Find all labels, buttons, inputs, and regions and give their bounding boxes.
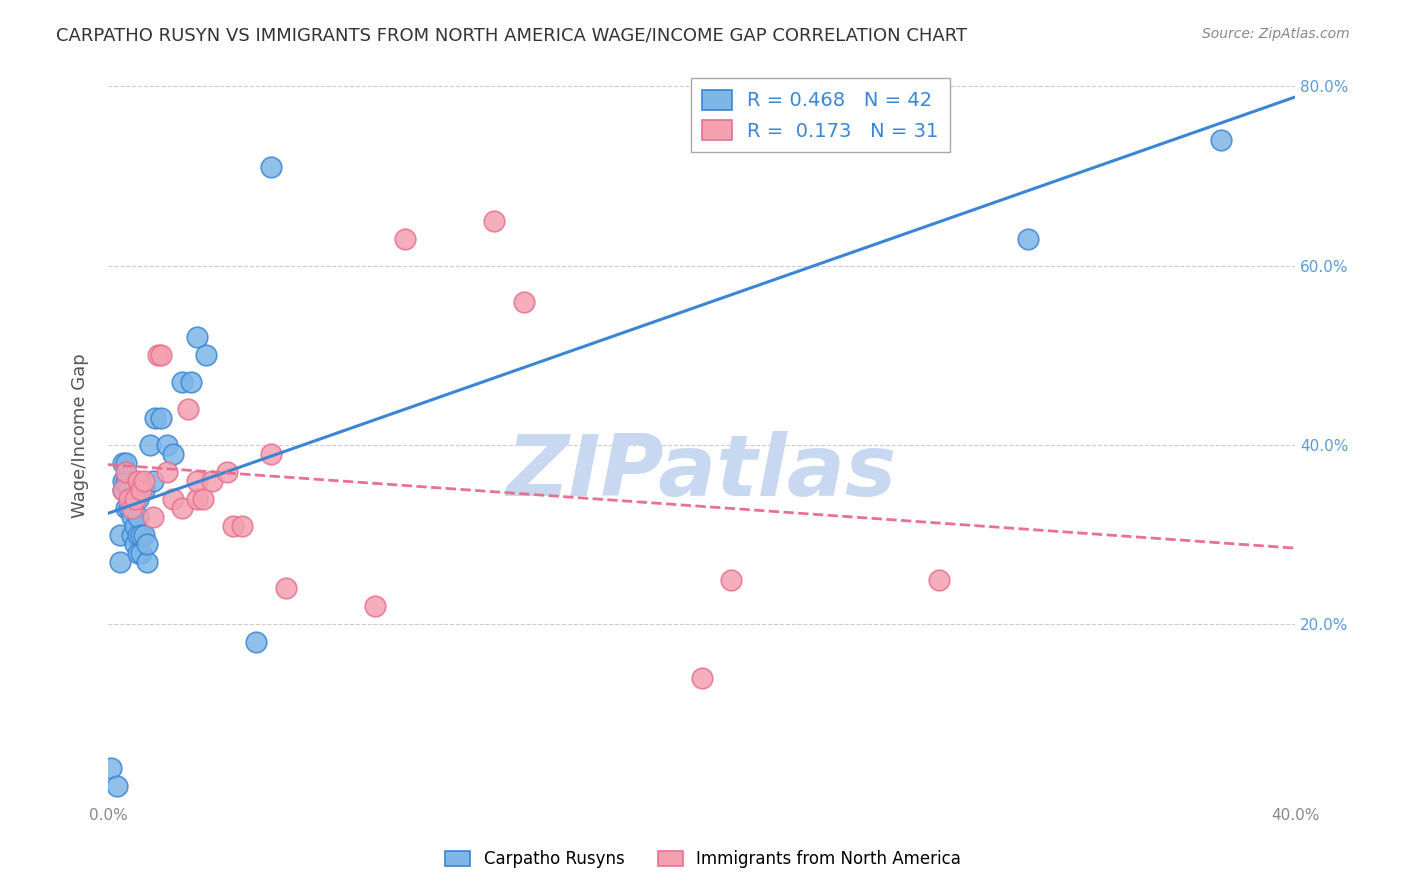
Point bbox=[186, 330, 208, 344]
Point bbox=[118, 483, 141, 497]
Point bbox=[720, 573, 742, 587]
Text: ZIPatlas: ZIPatlas bbox=[506, 432, 897, 515]
Point bbox=[231, 518, 253, 533]
Point bbox=[274, 582, 297, 596]
Legend: Carpatho Rusyns, Immigrants from North America: Carpatho Rusyns, Immigrants from North A… bbox=[439, 844, 967, 875]
Point bbox=[124, 518, 146, 533]
Point bbox=[1017, 232, 1039, 246]
Point bbox=[124, 491, 146, 506]
Point bbox=[180, 376, 202, 390]
Point bbox=[150, 348, 173, 362]
Point bbox=[194, 348, 217, 362]
Point bbox=[260, 447, 283, 461]
Point bbox=[132, 527, 155, 541]
Point bbox=[148, 348, 170, 362]
Point bbox=[108, 527, 131, 541]
Point bbox=[172, 376, 194, 390]
Legend: R = 0.468   N = 42, R =  0.173   N = 31: R = 0.468 N = 42, R = 0.173 N = 31 bbox=[690, 78, 950, 153]
Point bbox=[690, 671, 713, 685]
Point bbox=[201, 474, 224, 488]
Point bbox=[141, 474, 163, 488]
Point bbox=[108, 555, 131, 569]
Point bbox=[135, 536, 157, 550]
Point bbox=[141, 509, 163, 524]
Point bbox=[105, 779, 128, 793]
Point bbox=[114, 456, 136, 470]
Point bbox=[121, 500, 143, 515]
Point bbox=[177, 402, 200, 417]
Point bbox=[150, 411, 173, 425]
Point bbox=[512, 294, 534, 309]
Point bbox=[124, 536, 146, 550]
Point bbox=[135, 555, 157, 569]
Point bbox=[127, 474, 149, 488]
Point bbox=[221, 518, 243, 533]
Point bbox=[162, 491, 184, 506]
Point bbox=[127, 509, 149, 524]
Point bbox=[172, 500, 194, 515]
Point bbox=[111, 474, 134, 488]
Point bbox=[129, 527, 152, 541]
Point bbox=[186, 474, 208, 488]
Point bbox=[100, 761, 122, 775]
Point bbox=[121, 527, 143, 541]
Point bbox=[132, 483, 155, 497]
Text: CARPATHO RUSYN VS IMMIGRANTS FROM NORTH AMERICA WAGE/INCOME GAP CORRELATION CHAR: CARPATHO RUSYN VS IMMIGRANTS FROM NORTH … bbox=[56, 27, 967, 45]
Point bbox=[156, 465, 179, 479]
Point bbox=[245, 635, 267, 649]
Point bbox=[127, 527, 149, 541]
Point bbox=[114, 500, 136, 515]
Point bbox=[118, 500, 141, 515]
Point bbox=[1211, 133, 1233, 147]
Point bbox=[124, 491, 146, 506]
Point bbox=[127, 546, 149, 560]
Point bbox=[162, 447, 184, 461]
Point bbox=[129, 483, 152, 497]
Point bbox=[132, 474, 155, 488]
Point bbox=[928, 573, 950, 587]
Point bbox=[127, 491, 149, 506]
Text: Source: ZipAtlas.com: Source: ZipAtlas.com bbox=[1202, 27, 1350, 41]
Point bbox=[482, 214, 505, 228]
Point bbox=[191, 491, 214, 506]
Point bbox=[114, 474, 136, 488]
Point bbox=[111, 483, 134, 497]
Point bbox=[129, 546, 152, 560]
Point bbox=[364, 599, 387, 614]
Point bbox=[156, 438, 179, 452]
Point bbox=[145, 411, 167, 425]
Point bbox=[118, 491, 141, 506]
Point bbox=[121, 509, 143, 524]
Point bbox=[215, 465, 238, 479]
Y-axis label: Wage/Income Gap: Wage/Income Gap bbox=[72, 354, 89, 518]
Point bbox=[111, 483, 134, 497]
Point bbox=[111, 456, 134, 470]
Point bbox=[121, 491, 143, 506]
Point bbox=[138, 438, 160, 452]
Point bbox=[394, 232, 416, 246]
Point bbox=[186, 491, 208, 506]
Point bbox=[114, 465, 136, 479]
Point bbox=[260, 160, 283, 174]
